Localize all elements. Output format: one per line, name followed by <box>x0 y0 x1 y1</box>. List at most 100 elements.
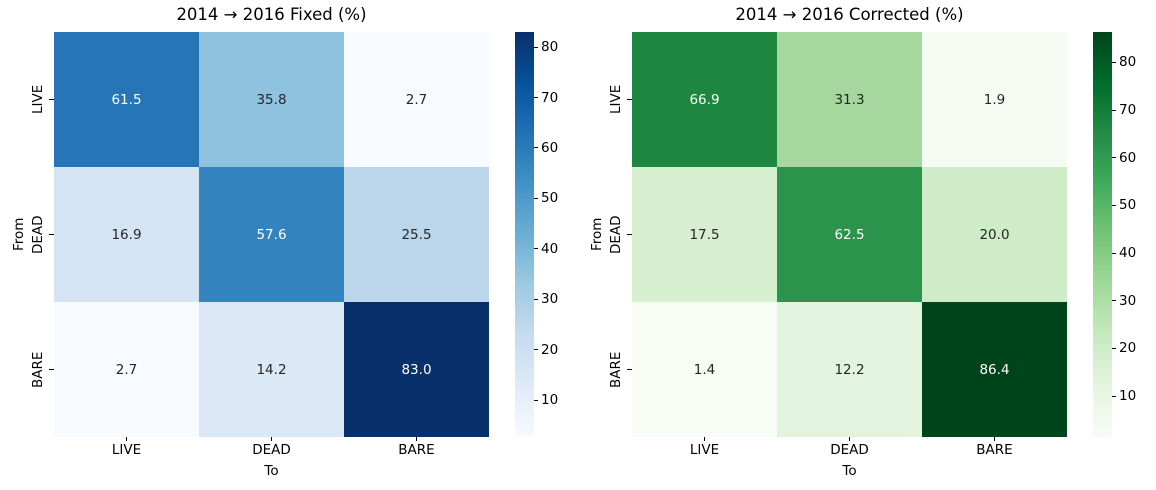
colorbar-tick: 60 <box>534 140 558 156</box>
x-tick-label-bare: BARE <box>398 442 435 458</box>
y-axis-label: From <box>589 217 605 252</box>
heatmap-cell: 35.8 <box>199 32 344 167</box>
colorbar-tick-mark <box>534 399 538 401</box>
heatmap-cell: 86.4 <box>922 302 1067 437</box>
colorbar-tick: 80 <box>1112 54 1136 70</box>
colorbar-tick-mark <box>534 248 538 250</box>
colorbar-gradient <box>1093 32 1112 437</box>
heatmap-cell: 2.7 <box>344 32 489 167</box>
colorbar-tick-mark <box>1112 347 1116 349</box>
colorbar-tick-mark <box>1112 204 1116 206</box>
colorbar-tick: 70 <box>534 90 558 106</box>
colorbar-tick-label: 50 <box>541 190 559 207</box>
heatmap-cell: 17.5 <box>632 167 777 302</box>
colorbar-tick: 40 <box>534 241 558 257</box>
heatmap-cell: 57.6 <box>199 167 344 302</box>
colorbar-tick: 40 <box>1112 245 1136 261</box>
colorbar-tick-label: 60 <box>541 139 559 156</box>
colorbar-tick-mark <box>1112 109 1116 111</box>
colorbar-tick-label: 80 <box>1119 54 1137 71</box>
colorbar-tick-label: 30 <box>1119 292 1137 309</box>
colorbar-tick-label: 30 <box>541 291 559 308</box>
y-tick-mark <box>49 369 54 370</box>
y-tick-mark <box>627 99 632 100</box>
x-tick-label-dead: DEAD <box>830 442 869 458</box>
colorbar-tick: 70 <box>1112 102 1136 118</box>
colorbar-tick: 30 <box>1112 293 1136 309</box>
colorbar-tick: 30 <box>534 291 558 307</box>
colorbar-tick-label: 20 <box>541 341 559 358</box>
colorbar-ticks: 80 70 60 50 40 30 20 10 <box>1112 32 1156 437</box>
colorbar-tick-label: 60 <box>1119 149 1137 166</box>
colorbar-tick: 60 <box>1112 150 1136 166</box>
x-tick-label-live: LIVE <box>689 442 720 458</box>
colorbar-gradient <box>515 32 534 437</box>
colorbar-tick-mark <box>534 46 538 48</box>
x-tick-mark <box>849 437 850 441</box>
x-axis-label: To <box>842 463 857 479</box>
y-tick-label-live: LIVE <box>30 84 46 115</box>
colorbar-tick: 50 <box>534 190 558 206</box>
colorbar-tick: 20 <box>1112 340 1136 356</box>
heatmap-cell: 25.5 <box>344 167 489 302</box>
y-tick-label-dead: DEAD <box>30 215 46 254</box>
panel-title: 2014 → 2016 Corrected (%) <box>735 5 964 24</box>
colorbar-tick: 80 <box>534 39 558 55</box>
x-tick-label-live: LIVE <box>111 442 142 458</box>
heatmap-cell: 12.2 <box>777 302 922 437</box>
colorbar-tick-label: 40 <box>1119 245 1137 262</box>
x-tick-mark <box>126 437 127 441</box>
colorbar-tick-label: 40 <box>541 240 559 257</box>
colorbar-tick: 10 <box>1112 388 1136 404</box>
y-tick-label-bare: BARE <box>30 351 46 388</box>
colorbar-tick: 10 <box>534 392 558 408</box>
colorbar-tick-label: 50 <box>1119 197 1137 214</box>
colorbar-tick-mark <box>534 349 538 351</box>
heatmap-cell: 61.5 <box>54 32 199 167</box>
x-axis-label: To <box>264 463 279 479</box>
colorbar-tick-mark <box>1112 157 1116 159</box>
x-tick-mark <box>416 437 417 441</box>
heatmap-cell: 14.2 <box>199 302 344 437</box>
heatmap-panel-corrected: 2014 → 2016 Corrected (%) From LIVE DEAD… <box>578 0 1156 490</box>
colorbar: 80 70 60 50 40 30 20 10 <box>1093 32 1156 437</box>
x-tick-label-dead: DEAD <box>252 442 291 458</box>
y-tick-label-live: LIVE <box>608 84 624 115</box>
x-tick-mark <box>271 437 272 441</box>
heatmap-cell: 83.0 <box>344 302 489 437</box>
heatmap-cell: 2.7 <box>54 302 199 437</box>
panel-title: 2014 → 2016 Fixed (%) <box>176 5 367 24</box>
x-tick-mark <box>704 437 705 441</box>
heatmap-cell: 16.9 <box>54 167 199 302</box>
colorbar-tick: 50 <box>1112 197 1136 213</box>
colorbar-ticks: 80 70 60 50 40 30 20 10 <box>534 32 578 437</box>
heatmap-panel-fixed: 2014 → 2016 Fixed (%) From LIVE DEAD BAR… <box>11 5 578 479</box>
heatmap-cell: 1.9 <box>922 32 1067 167</box>
heatmap-grid: 66.9 31.3 1.9 17.5 62.5 20.0 1.4 12.2 86… <box>632 32 1067 437</box>
colorbar-tick-mark <box>534 197 538 199</box>
colorbar-tick-label: 70 <box>1119 102 1137 119</box>
y-tick-mark <box>49 234 54 235</box>
heatmap-grid: 61.5 35.8 2.7 16.9 57.6 25.5 2.7 14.2 83… <box>54 32 489 437</box>
heatmap-cell: 1.4 <box>632 302 777 437</box>
y-axis-label: From <box>11 217 27 252</box>
colorbar-tick-mark <box>1112 252 1116 254</box>
y-tick-mark <box>627 234 632 235</box>
colorbar-tick-label: 10 <box>1119 388 1137 404</box>
colorbar-tick-label: 10 <box>541 392 559 409</box>
colorbar-tick-mark <box>534 147 538 149</box>
heatmap-cell: 62.5 <box>777 167 922 302</box>
colorbar-tick-label: 20 <box>1119 340 1137 357</box>
y-tick-label-dead: DEAD <box>608 215 624 254</box>
colorbar-tick-mark <box>1112 61 1116 63</box>
colorbar-tick-mark <box>1112 300 1116 302</box>
y-tick-label-bare: BARE <box>608 351 624 388</box>
heatmap-cell: 20.0 <box>922 167 1067 302</box>
colorbar: 80 70 60 50 40 30 20 10 <box>515 32 578 437</box>
x-tick-mark <box>994 437 995 441</box>
heatmap-cell: 31.3 <box>777 32 922 167</box>
y-tick-mark <box>49 99 54 100</box>
colorbar-tick: 20 <box>534 342 558 358</box>
colorbar-tick-mark <box>1112 395 1116 397</box>
heatmap-cell: 66.9 <box>632 32 777 167</box>
